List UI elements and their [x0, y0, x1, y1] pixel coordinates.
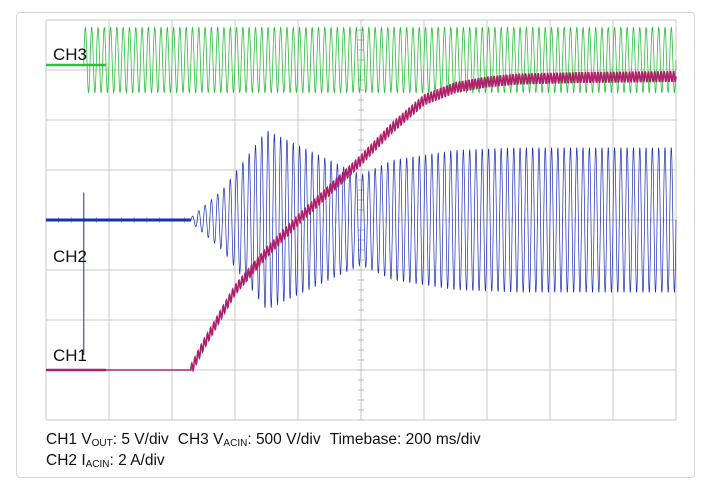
caption-timebase: Timebase: 200 ms/div	[329, 431, 481, 448]
ch1-label: CH1	[53, 346, 87, 365]
ch2-trace	[46, 130, 677, 308]
caption-line-1: CH1 VOUT: 5 V/div CH3 VACIN: 500 V/div Tim…	[46, 431, 481, 449]
caption-ch3: CH3 VACIN: 500 V/div	[177, 431, 321, 449]
caption-ch2: CH2 IACIN: 2 A/div	[46, 452, 165, 470]
figure-frame	[16, 12, 695, 478]
ch3-label: CH3	[53, 45, 87, 64]
ch1-trace	[46, 70, 677, 373]
channel-labels: CH3 CH2 CH1	[53, 45, 87, 365]
caption-ch1: CH1 VOUT: 5 V/div	[46, 431, 169, 449]
ch3-trace	[46, 26, 677, 94]
ch2-label: CH2	[53, 247, 87, 266]
traces	[46, 26, 677, 373]
caption-line-2: CH2 IACIN: 2 A/div	[46, 452, 165, 470]
